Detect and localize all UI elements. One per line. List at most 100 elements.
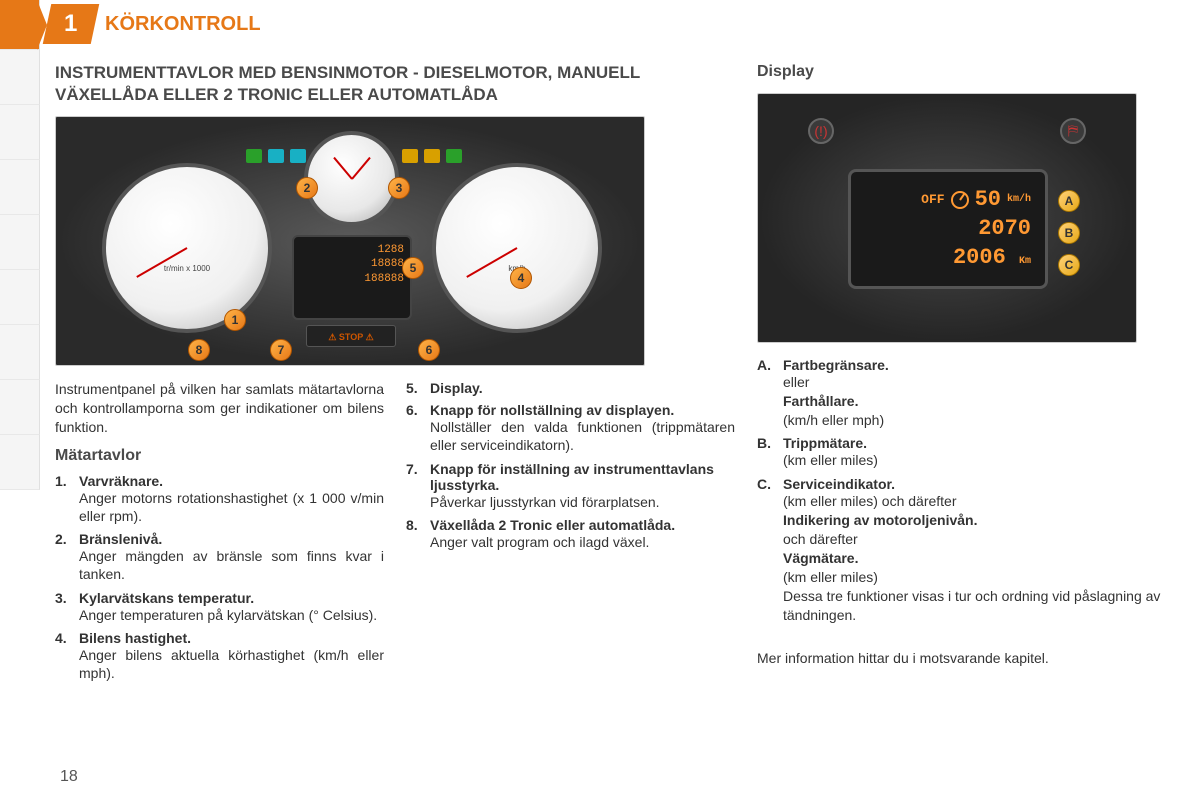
off-label: OFF	[921, 192, 944, 207]
lcd-display: OFF 50 km/h 2070 2006 Km	[848, 169, 1048, 289]
fuel-needle	[333, 157, 353, 180]
item-title: 4.Bilens hastighet.	[55, 630, 384, 646]
item-title: B.Trippmätare.	[757, 435, 1190, 451]
stop-indicator: ⚠ STOP ⚠	[306, 325, 396, 347]
tab-6[interactable]	[0, 325, 40, 380]
item-title: 6.Knapp för nollställning av displayen.	[406, 402, 735, 418]
item-title: 5.Display.	[406, 380, 735, 396]
callout-marker-B: B	[1058, 222, 1080, 244]
callout-marker-C: C	[1058, 254, 1080, 276]
item-desc: Anger valt program och ilagd växel.	[430, 533, 735, 551]
tab-3[interactable]	[0, 160, 40, 215]
item-desc: och därefter	[783, 530, 1190, 549]
list-item: 6.Knapp för nollställning av displayen.N…	[406, 402, 735, 454]
tab-8[interactable]	[0, 435, 40, 490]
item-desc: Anger temperaturen på kylarvätskan (° Ce…	[79, 606, 384, 624]
lowbeam-icon	[290, 149, 306, 163]
turn-left-icon	[246, 149, 262, 163]
lcd-unit-a: km/h	[1007, 194, 1031, 205]
item-title: 3.Kylarvätskans temperatur.	[55, 590, 384, 606]
chapter-header: 1 KÖRKONTROLL	[55, 4, 1190, 44]
list-item: A.Fartbegränsare.ellerFarthållare.(km/h …	[757, 357, 1190, 430]
callout-marker-8: 8	[188, 339, 210, 361]
turn-right-icon	[446, 149, 462, 163]
item-title: 2.Bränslenivå.	[55, 531, 384, 547]
tab-active[interactable]	[0, 0, 40, 50]
list-item: 7.Knapp för inställning av instrumenttav…	[406, 461, 735, 511]
lcd-line-1: 1288	[300, 243, 404, 257]
callout-marker-6: 6	[418, 339, 440, 361]
page-number: 18	[60, 768, 78, 786]
chapter-number: 1	[43, 4, 100, 44]
list-item: 1.Varvräknare.Anger motorns rotationshas…	[55, 473, 384, 525]
list-item: B.Trippmätare.(km eller miles)	[757, 435, 1190, 470]
item-desc: Anger mängden av bränsle som finns kvar …	[79, 547, 384, 583]
lcd-val-a: 50	[975, 187, 1001, 212]
lcd-center: 1288 18888 188888	[292, 235, 412, 320]
figure-display: (!) ⛿ OFF 50 km/h 2070 2006 Km	[757, 93, 1137, 343]
lcd-row-c: 2006 Km	[865, 245, 1031, 270]
callout-marker-1: 1	[224, 309, 246, 331]
speedo-icon	[951, 191, 969, 209]
list-item: 2.Bränslenivå.Anger mängden av bränsle s…	[55, 531, 384, 583]
list-item: 3.Kylarvätskans temperatur.Anger tempera…	[55, 590, 384, 624]
lcd-line-2: 18888	[300, 257, 404, 271]
gauge-tachometer: tr/min x 1000	[102, 163, 272, 333]
item-title: C.Serviceindikator.	[757, 476, 1190, 492]
indicator-row-right	[402, 149, 462, 163]
item-title: 8.Växellåda 2 Tronic eller automatlåda.	[406, 517, 735, 533]
item-desc: Dessa tre funktioner visas i tur och ord…	[783, 587, 1190, 625]
gauge-fuel-temp	[304, 131, 399, 226]
callout-marker-7: 7	[270, 339, 292, 361]
item-desc: (km eller miles)	[783, 451, 1190, 470]
callout-marker-A: A	[1058, 190, 1080, 212]
item-desc: Indikering av motoroljenivån.	[783, 511, 1190, 530]
item-desc: Vägmätare.	[783, 549, 1190, 568]
gauge-speedometer: km/h	[432, 163, 602, 333]
indicator-row-left	[246, 149, 306, 163]
list-gauges-1-4: 1.Varvräknare.Anger motorns rotationshas…	[55, 473, 384, 682]
warning-left-icon: (!)	[808, 118, 834, 144]
list-item: C.Serviceindikator.(km eller miles) och …	[757, 476, 1190, 624]
item-desc: Anger bilens aktuella körhastighet (km/h…	[79, 646, 384, 682]
fog-front-icon	[402, 149, 418, 163]
tab-5[interactable]	[0, 270, 40, 325]
lcd-val-c: 2006	[953, 245, 1006, 270]
lcd-unit-c: Km	[1019, 256, 1031, 267]
item-title: 7.Knapp för inställning av instrumenttav…	[406, 461, 735, 493]
item-desc: Anger motorns rotationshastighet (x 1 00…	[79, 489, 384, 525]
lcd-line-3: 188888	[300, 272, 404, 286]
gauges-subheading: Mätartavlor	[55, 447, 384, 465]
tab-1[interactable]	[0, 50, 40, 105]
side-tabs	[0, 0, 40, 800]
tab-7[interactable]	[0, 380, 40, 435]
list-display-abc: A.Fartbegränsare.ellerFarthållare.(km/h …	[757, 357, 1190, 625]
list-item: 4.Bilens hastighet.Anger bilens aktuella…	[55, 630, 384, 682]
footer-note: Mer information hittar du i motsvarande …	[757, 649, 1190, 668]
tab-4[interactable]	[0, 215, 40, 270]
seatbelt-icon: ⛿	[1060, 118, 1086, 144]
item-title: 1.Varvräknare.	[55, 473, 384, 489]
list-gauges-5-8: 5.Display. 6.Knapp för nollställning av d…	[406, 380, 735, 551]
highbeam-icon	[268, 149, 284, 163]
chapter-title: KÖRKONTROLL	[105, 13, 261, 36]
item-desc: (km eller miles)	[783, 568, 1190, 587]
item-desc: (km eller miles) och därefter	[783, 492, 1190, 511]
main-heading: INSTRUMENTTAVLOR MED BENSINMOTOR - DIESE…	[55, 62, 735, 106]
intro-text: Instrumentpanel på vilken har samlats mä…	[55, 380, 384, 437]
callout-marker-5: 5	[402, 257, 424, 279]
callout-marker-3: 3	[388, 177, 410, 199]
item-desc: eller	[783, 373, 1190, 392]
list-item: 8.Växellåda 2 Tronic eller automatlåda.A…	[406, 517, 735, 551]
tach-needle	[136, 247, 187, 278]
lcd-row-b: 2070	[865, 216, 1031, 241]
item-desc: (km/h eller mph)	[783, 411, 1190, 430]
tab-2[interactable]	[0, 105, 40, 160]
item-desc: Nollställer den valda funktionen (trippm…	[430, 418, 735, 454]
item-title: A.Fartbegränsare.	[757, 357, 1190, 373]
display-heading: Display	[757, 62, 1190, 83]
page-content: 1 KÖRKONTROLL INSTRUMENTTAVLOR MED BENSI…	[55, 0, 1190, 800]
list-item: 5.Display.	[406, 380, 735, 396]
temp-needle	[351, 157, 371, 180]
fog-rear-icon	[424, 149, 440, 163]
